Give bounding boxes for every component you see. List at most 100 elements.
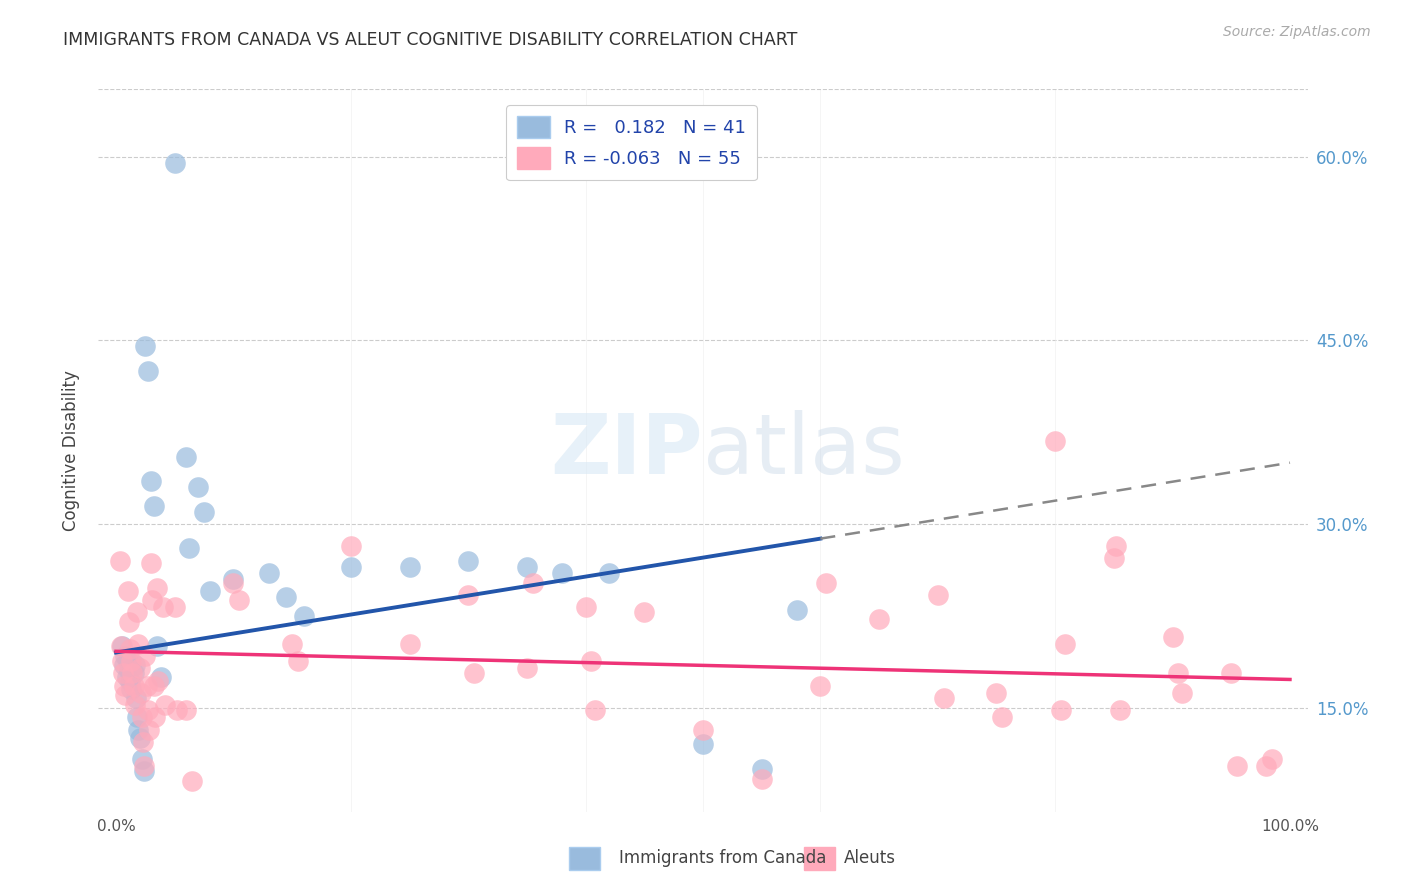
Point: [177, 541, 200, 556]
Point: [148, 673, 170, 688]
Point: [786, 602, 808, 616]
Point: [143, 710, 166, 724]
Point: [633, 605, 655, 619]
Point: [120, 682, 142, 697]
Y-axis label: Cognitive Disability: Cognitive Disability: [62, 370, 80, 531]
Point: [581, 654, 603, 668]
Point: [692, 723, 714, 737]
Point: [516, 559, 538, 574]
Point: [112, 666, 135, 681]
Point: [181, 774, 204, 789]
Text: Immigrants from Canada: Immigrants from Canada: [619, 849, 825, 867]
Point: [117, 654, 139, 668]
Point: [118, 664, 141, 678]
Point: [340, 559, 363, 574]
Point: [149, 670, 172, 684]
Point: [128, 731, 150, 746]
Point: [127, 723, 149, 737]
Point: [111, 640, 134, 654]
Point: [1256, 759, 1278, 773]
Point: [222, 575, 245, 590]
Point: [187, 480, 209, 494]
Point: [108, 554, 131, 568]
Point: [114, 649, 136, 664]
Point: [287, 654, 309, 668]
Point: [134, 759, 156, 773]
Legend: R =   0.182   N = 41, R = -0.063   N = 55: R = 0.182 N = 41, R = -0.063 N = 55: [506, 105, 756, 180]
Point: [991, 710, 1014, 724]
Point: [281, 637, 304, 651]
Point: [516, 661, 538, 675]
Point: [131, 710, 153, 724]
Point: [551, 566, 574, 580]
Point: [155, 698, 177, 713]
Point: [1102, 551, 1125, 566]
Point: [1161, 630, 1184, 644]
Point: [120, 641, 142, 656]
Point: [122, 679, 145, 693]
Point: [131, 752, 153, 766]
Point: [1043, 434, 1066, 448]
Point: [134, 339, 156, 353]
Point: [193, 505, 215, 519]
Point: [340, 539, 363, 553]
Point: [932, 690, 955, 705]
Point: [1226, 759, 1249, 773]
Point: [127, 637, 149, 651]
Point: [198, 584, 221, 599]
Point: [124, 657, 146, 672]
Point: [120, 654, 142, 668]
Point: [114, 689, 136, 703]
Point: [815, 575, 838, 590]
Point: [110, 640, 132, 654]
Point: [118, 615, 141, 629]
Point: [986, 686, 1008, 700]
Point: [176, 703, 198, 717]
Point: [146, 581, 169, 595]
Point: [134, 649, 156, 664]
Point: [163, 600, 186, 615]
Point: [1167, 666, 1189, 681]
Point: [141, 474, 163, 488]
Text: Source: ZipAtlas.com: Source: ZipAtlas.com: [1223, 25, 1371, 39]
Point: [135, 679, 157, 693]
Point: [751, 772, 773, 786]
Point: [142, 679, 165, 693]
Point: [228, 592, 250, 607]
Point: [1261, 752, 1284, 766]
Point: [1053, 637, 1076, 651]
Point: [751, 762, 773, 776]
Point: [1105, 539, 1128, 553]
Point: [127, 605, 149, 619]
Point: [1171, 686, 1194, 700]
Text: Aleuts: Aleuts: [844, 849, 896, 867]
Point: [583, 703, 606, 717]
Point: [117, 584, 139, 599]
Point: [146, 640, 169, 654]
Point: [142, 499, 165, 513]
Point: [115, 670, 138, 684]
Point: [522, 575, 544, 590]
Point: [398, 559, 420, 574]
Text: ZIP: ZIP: [551, 410, 703, 491]
Point: [141, 556, 163, 570]
Point: [1220, 666, 1243, 681]
Point: [138, 723, 160, 737]
Point: [125, 690, 148, 705]
Point: [927, 588, 949, 602]
Point: [121, 666, 143, 681]
Point: [276, 591, 298, 605]
Point: [120, 673, 142, 688]
Point: [163, 155, 186, 169]
Point: [152, 600, 174, 615]
Text: IMMIGRANTS FROM CANADA VS ALEUT COGNITIVE DISABILITY CORRELATION CHART: IMMIGRANTS FROM CANADA VS ALEUT COGNITIV…: [63, 31, 797, 49]
Point: [222, 572, 245, 586]
Point: [166, 703, 188, 717]
Point: [122, 666, 145, 681]
Text: atlas: atlas: [703, 410, 904, 491]
Point: [1108, 703, 1130, 717]
Point: [292, 608, 315, 623]
Point: [1050, 703, 1073, 717]
Point: [112, 679, 135, 693]
Point: [257, 566, 280, 580]
